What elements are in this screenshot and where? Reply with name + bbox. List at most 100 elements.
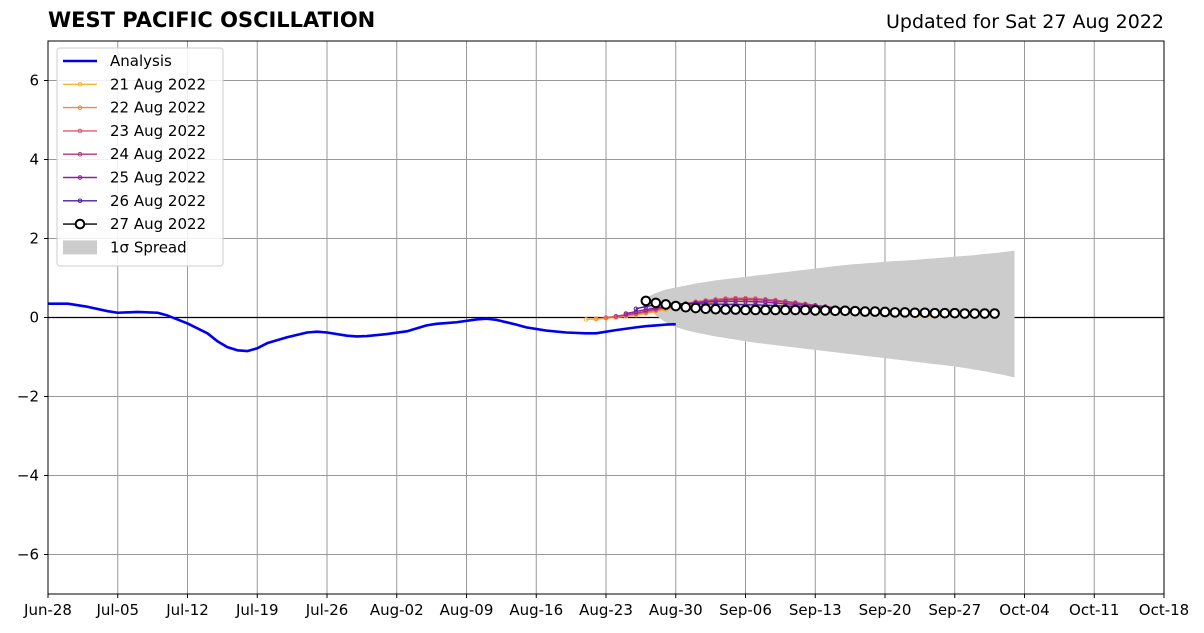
- latest-forecast-point: [730, 304, 741, 315]
- latest-forecast-point: [929, 307, 941, 319]
- latest-forecast-series: [640, 295, 1000, 319]
- series-layer: [48, 295, 1000, 353]
- x-tick-label: Sep-06: [719, 601, 772, 619]
- latest-forecast-point: [909, 307, 921, 319]
- latest-forecast-point: [780, 304, 791, 316]
- latest-forecast-point: [670, 300, 682, 312]
- y-tick-label: 0: [29, 309, 39, 327]
- latest-forecast-point: [859, 306, 871, 317]
- x-tick-label: Jun-28: [23, 601, 72, 619]
- latest-forecast-point: [829, 305, 841, 317]
- updated-date: Updated for Sat 27 Aug 2022: [886, 11, 1164, 33]
- x-tick-label: Aug-02: [370, 601, 424, 619]
- forecast-point: [633, 309, 639, 314]
- latest-forecast-point: [760, 304, 771, 316]
- latest-forecast-point: [979, 308, 990, 319]
- y-tick-label: 2: [29, 230, 39, 248]
- forecast-point: [623, 311, 629, 316]
- legend-label: Analysis: [110, 52, 172, 70]
- latest-forecast-point: [849, 305, 861, 317]
- legend-label: 27 Aug 2022: [110, 215, 206, 233]
- legend-marker: [77, 151, 83, 157]
- latest-forecast-point: [690, 302, 701, 314]
- forecast-point: [613, 314, 619, 319]
- latest-forecast-point: [889, 307, 901, 318]
- y-tick-label: −2: [17, 388, 39, 406]
- legend-marker: [77, 175, 83, 180]
- legend-marker: [77, 198, 83, 204]
- latest-forecast-point: [750, 304, 761, 316]
- x-tick-label: Aug-16: [509, 601, 563, 619]
- latest-forecast-point: [919, 307, 931, 319]
- legend-marker: [74, 218, 86, 230]
- x-tick-label: Jul-12: [165, 601, 209, 619]
- legend-marker: [77, 105, 83, 110]
- legend: Analysis 21 Aug 2022 22 Aug 2022 23 Aug 202…: [56, 47, 224, 267]
- legend-label: 21 Aug 2022: [110, 75, 206, 93]
- legend-label: 25 Aug 2022: [110, 169, 206, 187]
- spread-layer: [645, 250, 1015, 378]
- legend-entry: 1σ Spread: [63, 238, 187, 256]
- forecast-point: [593, 316, 599, 321]
- axes: Jun-28 Jul-05 Jul-12 Jul-19 Jul-26 Aug-02 Aug-…: [17, 40, 1189, 619]
- legend-entry: 25 Aug 2022: [63, 169, 206, 187]
- legend-label: 1σ Spread: [110, 238, 187, 256]
- latest-forecast-point: [720, 304, 731, 315]
- latest-forecast-point: [879, 306, 891, 318]
- legend-swatch: [63, 240, 97, 255]
- x-tick-label: Jul-05: [95, 601, 139, 619]
- forecast-point: [773, 300, 778, 306]
- latest-forecast-point: [740, 304, 751, 316]
- x-tick-label: Oct-18: [1139, 601, 1189, 619]
- y-tick-label: −6: [17, 546, 39, 564]
- latest-forecast-point: [899, 307, 911, 318]
- x-tick-label: Sep-20: [859, 601, 912, 619]
- x-tick-label: Oct-11: [1069, 601, 1119, 619]
- latest-forecast-point: [989, 308, 1000, 319]
- latest-forecast-point: [969, 308, 980, 319]
- y-tick-label: 6: [29, 72, 39, 90]
- y-tick-label: −4: [17, 467, 39, 485]
- legend-marker: [77, 82, 83, 87]
- x-tick-label: Oct-04: [999, 601, 1049, 619]
- x-tick-label: Jul-26: [305, 601, 349, 619]
- spread-band: [645, 250, 1015, 378]
- latest-forecast-point: [949, 307, 961, 319]
- latest-forecast-point: [939, 307, 951, 319]
- x-tick-label: Aug-09: [440, 601, 494, 619]
- latest-forecast-point: [680, 301, 692, 313]
- latest-forecast-point: [770, 304, 781, 316]
- latest-forecast-point: [819, 305, 831, 316]
- forecast-point: [633, 306, 639, 312]
- chart-title: WEST PACIFIC OSCILLATION: [48, 8, 376, 32]
- legend-label: 23 Aug 2022: [110, 122, 206, 140]
- y-tick-label: 4: [29, 151, 39, 169]
- analysis-line: [48, 302, 676, 353]
- latest-forecast-point: [790, 304, 801, 316]
- legend-label: 24 Aug 2022: [110, 145, 206, 163]
- latest-forecast-point: [660, 299, 672, 310]
- legend-entry: 27 Aug 2022: [63, 215, 206, 233]
- legend-entry: 23 Aug 2022: [63, 122, 206, 140]
- latest-forecast-point: [710, 303, 721, 315]
- plot-frame: [47, 40, 1165, 595]
- forecast-point: [583, 317, 589, 322]
- legend-entry: 26 Aug 2022: [63, 192, 206, 210]
- legend-entry: 24 Aug 2022: [63, 145, 206, 163]
- x-tick-label: Sep-27: [928, 601, 981, 619]
- legend-label: 22 Aug 2022: [110, 99, 206, 117]
- legend-entry: Analysis: [63, 52, 172, 70]
- legend-label: 26 Aug 2022: [110, 192, 206, 210]
- legend-box: [56, 47, 224, 267]
- latest-forecast-point: [839, 305, 851, 317]
- x-tick-label: Jul-19: [235, 601, 279, 619]
- x-tick-label: Aug-23: [579, 601, 633, 619]
- latest-forecast-point: [809, 305, 821, 316]
- legend-entry: 22 Aug 2022: [63, 99, 206, 117]
- latest-forecast-point: [959, 308, 971, 319]
- x-tick-label: Sep-13: [789, 601, 842, 619]
- x-tick-label: Aug-30: [649, 601, 703, 619]
- legend-entry: 21 Aug 2022: [63, 75, 206, 93]
- latest-forecast-point: [640, 295, 652, 307]
